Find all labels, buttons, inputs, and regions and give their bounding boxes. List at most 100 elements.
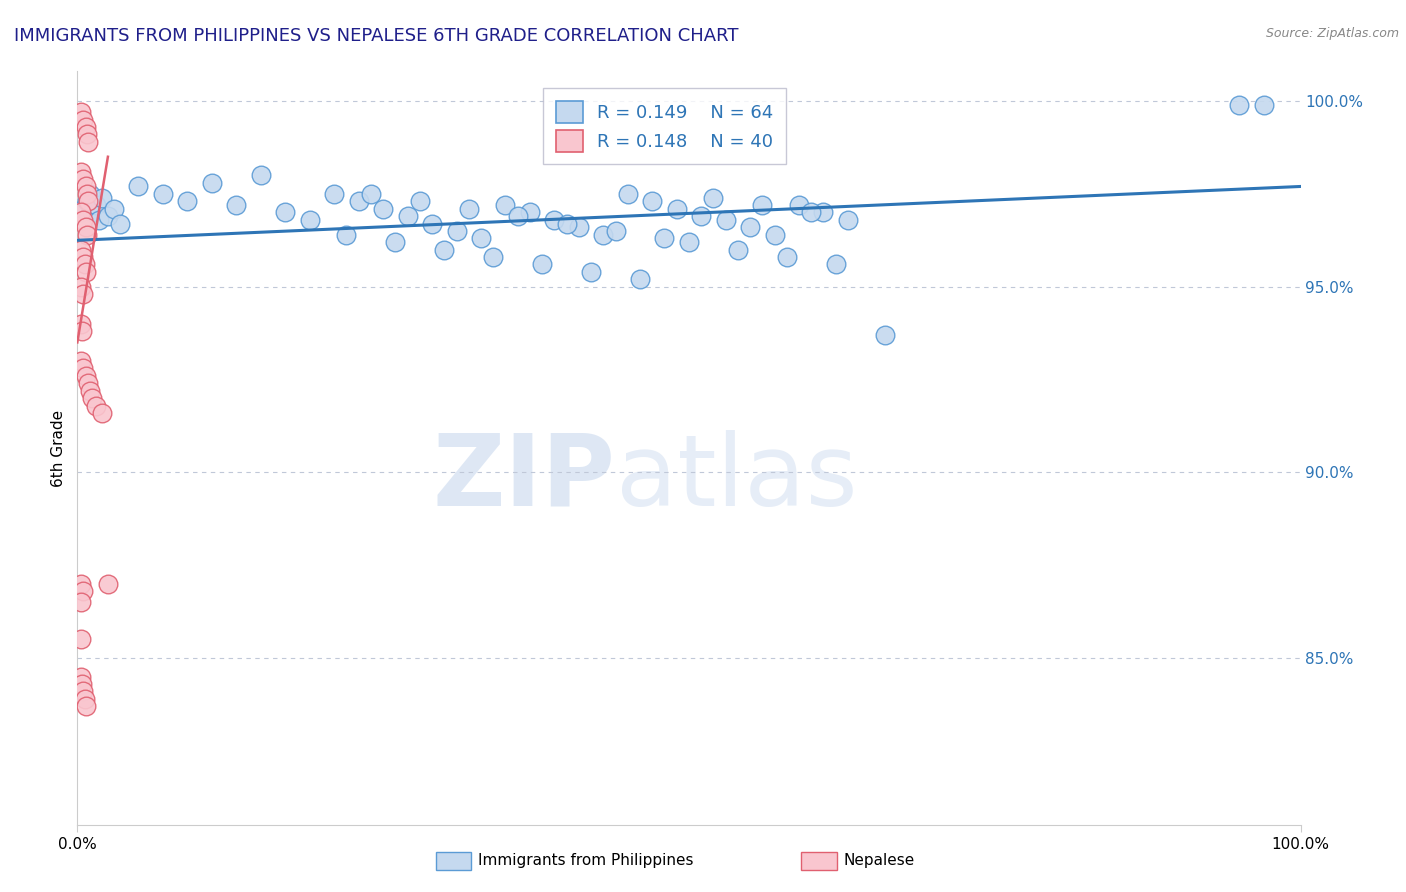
Point xyxy=(201,176,224,190)
Point xyxy=(70,576,93,591)
Point xyxy=(70,354,93,368)
Point xyxy=(80,391,103,405)
Point xyxy=(555,217,578,231)
Point xyxy=(90,406,112,420)
Point xyxy=(519,205,541,219)
Point xyxy=(727,243,749,257)
Point xyxy=(72,287,94,301)
Point xyxy=(678,235,700,249)
Text: ZIP: ZIP xyxy=(433,430,616,527)
Point xyxy=(433,243,456,257)
Point xyxy=(70,595,93,609)
Point xyxy=(84,399,107,413)
Point xyxy=(176,194,198,209)
Text: IMMIGRANTS FROM PHILIPPINES VS NEPALESE 6TH GRADE CORRELATION CHART: IMMIGRANTS FROM PHILIPPINES VS NEPALESE … xyxy=(14,27,738,45)
Point xyxy=(873,328,896,343)
Point xyxy=(72,250,94,264)
Point xyxy=(714,213,737,227)
Point xyxy=(360,186,382,201)
Point xyxy=(763,227,786,242)
Point xyxy=(76,227,98,242)
Point xyxy=(617,186,640,201)
Point xyxy=(70,632,93,647)
Point xyxy=(72,584,94,599)
Point xyxy=(79,186,101,201)
Point xyxy=(97,576,120,591)
Point xyxy=(70,205,93,219)
Text: Nepalese: Nepalese xyxy=(844,854,915,868)
Point xyxy=(72,202,94,216)
Text: Source: ZipAtlas.com: Source: ZipAtlas.com xyxy=(1265,27,1399,40)
Point xyxy=(72,213,94,227)
Point xyxy=(531,257,554,271)
Point xyxy=(323,186,346,201)
Point xyxy=(543,213,565,227)
Point xyxy=(274,205,297,219)
Point xyxy=(80,205,103,219)
Point xyxy=(470,231,492,245)
Point xyxy=(298,213,321,227)
Legend: R = 0.149    N = 64, R = 0.148    N = 40: R = 0.149 N = 64, R = 0.148 N = 40 xyxy=(543,88,786,164)
Point xyxy=(420,217,443,231)
Point xyxy=(77,376,100,391)
Point xyxy=(579,265,602,279)
Point xyxy=(103,202,125,216)
Point xyxy=(654,231,676,245)
Point xyxy=(70,677,93,691)
Text: atlas: atlas xyxy=(616,430,858,527)
Point xyxy=(787,198,810,212)
Point xyxy=(77,194,100,209)
Point xyxy=(75,699,97,714)
Point xyxy=(506,209,529,223)
Point xyxy=(250,169,273,183)
Point xyxy=(628,272,651,286)
Point xyxy=(75,368,97,383)
Point xyxy=(70,669,93,683)
Point xyxy=(72,684,94,698)
Point xyxy=(1253,97,1275,112)
Point xyxy=(592,227,614,242)
Point xyxy=(127,179,149,194)
Point xyxy=(641,194,664,209)
Point xyxy=(813,205,835,219)
Point xyxy=(108,217,131,231)
Point xyxy=(84,198,107,212)
Point xyxy=(72,361,94,376)
Point xyxy=(800,205,823,219)
Point xyxy=(75,120,97,134)
Point xyxy=(76,128,98,142)
Point xyxy=(409,194,432,209)
Point xyxy=(70,317,93,331)
Point xyxy=(70,279,93,293)
Point xyxy=(1229,97,1251,112)
Text: Immigrants from Philippines: Immigrants from Philippines xyxy=(478,854,693,868)
Point xyxy=(73,691,96,706)
Point xyxy=(90,191,112,205)
Point xyxy=(665,202,688,216)
Point xyxy=(70,324,93,338)
Y-axis label: 6th Grade: 6th Grade xyxy=(51,409,66,487)
Point xyxy=(77,135,100,149)
Point xyxy=(70,105,93,120)
Point xyxy=(605,224,627,238)
Point xyxy=(740,220,762,235)
Point xyxy=(482,250,505,264)
Point xyxy=(89,213,111,227)
Point xyxy=(457,202,479,216)
Point xyxy=(70,243,93,257)
Point xyxy=(225,198,247,212)
Point xyxy=(75,179,97,194)
Point xyxy=(702,191,724,205)
Point xyxy=(751,198,773,212)
Point xyxy=(76,186,98,201)
Point xyxy=(396,209,419,223)
Point xyxy=(70,164,93,178)
Point xyxy=(75,220,97,235)
Point xyxy=(837,213,859,227)
Point xyxy=(776,250,799,264)
Point xyxy=(446,224,468,238)
Point xyxy=(75,265,97,279)
Point xyxy=(73,257,96,271)
Point xyxy=(72,112,94,127)
Point xyxy=(72,172,94,186)
